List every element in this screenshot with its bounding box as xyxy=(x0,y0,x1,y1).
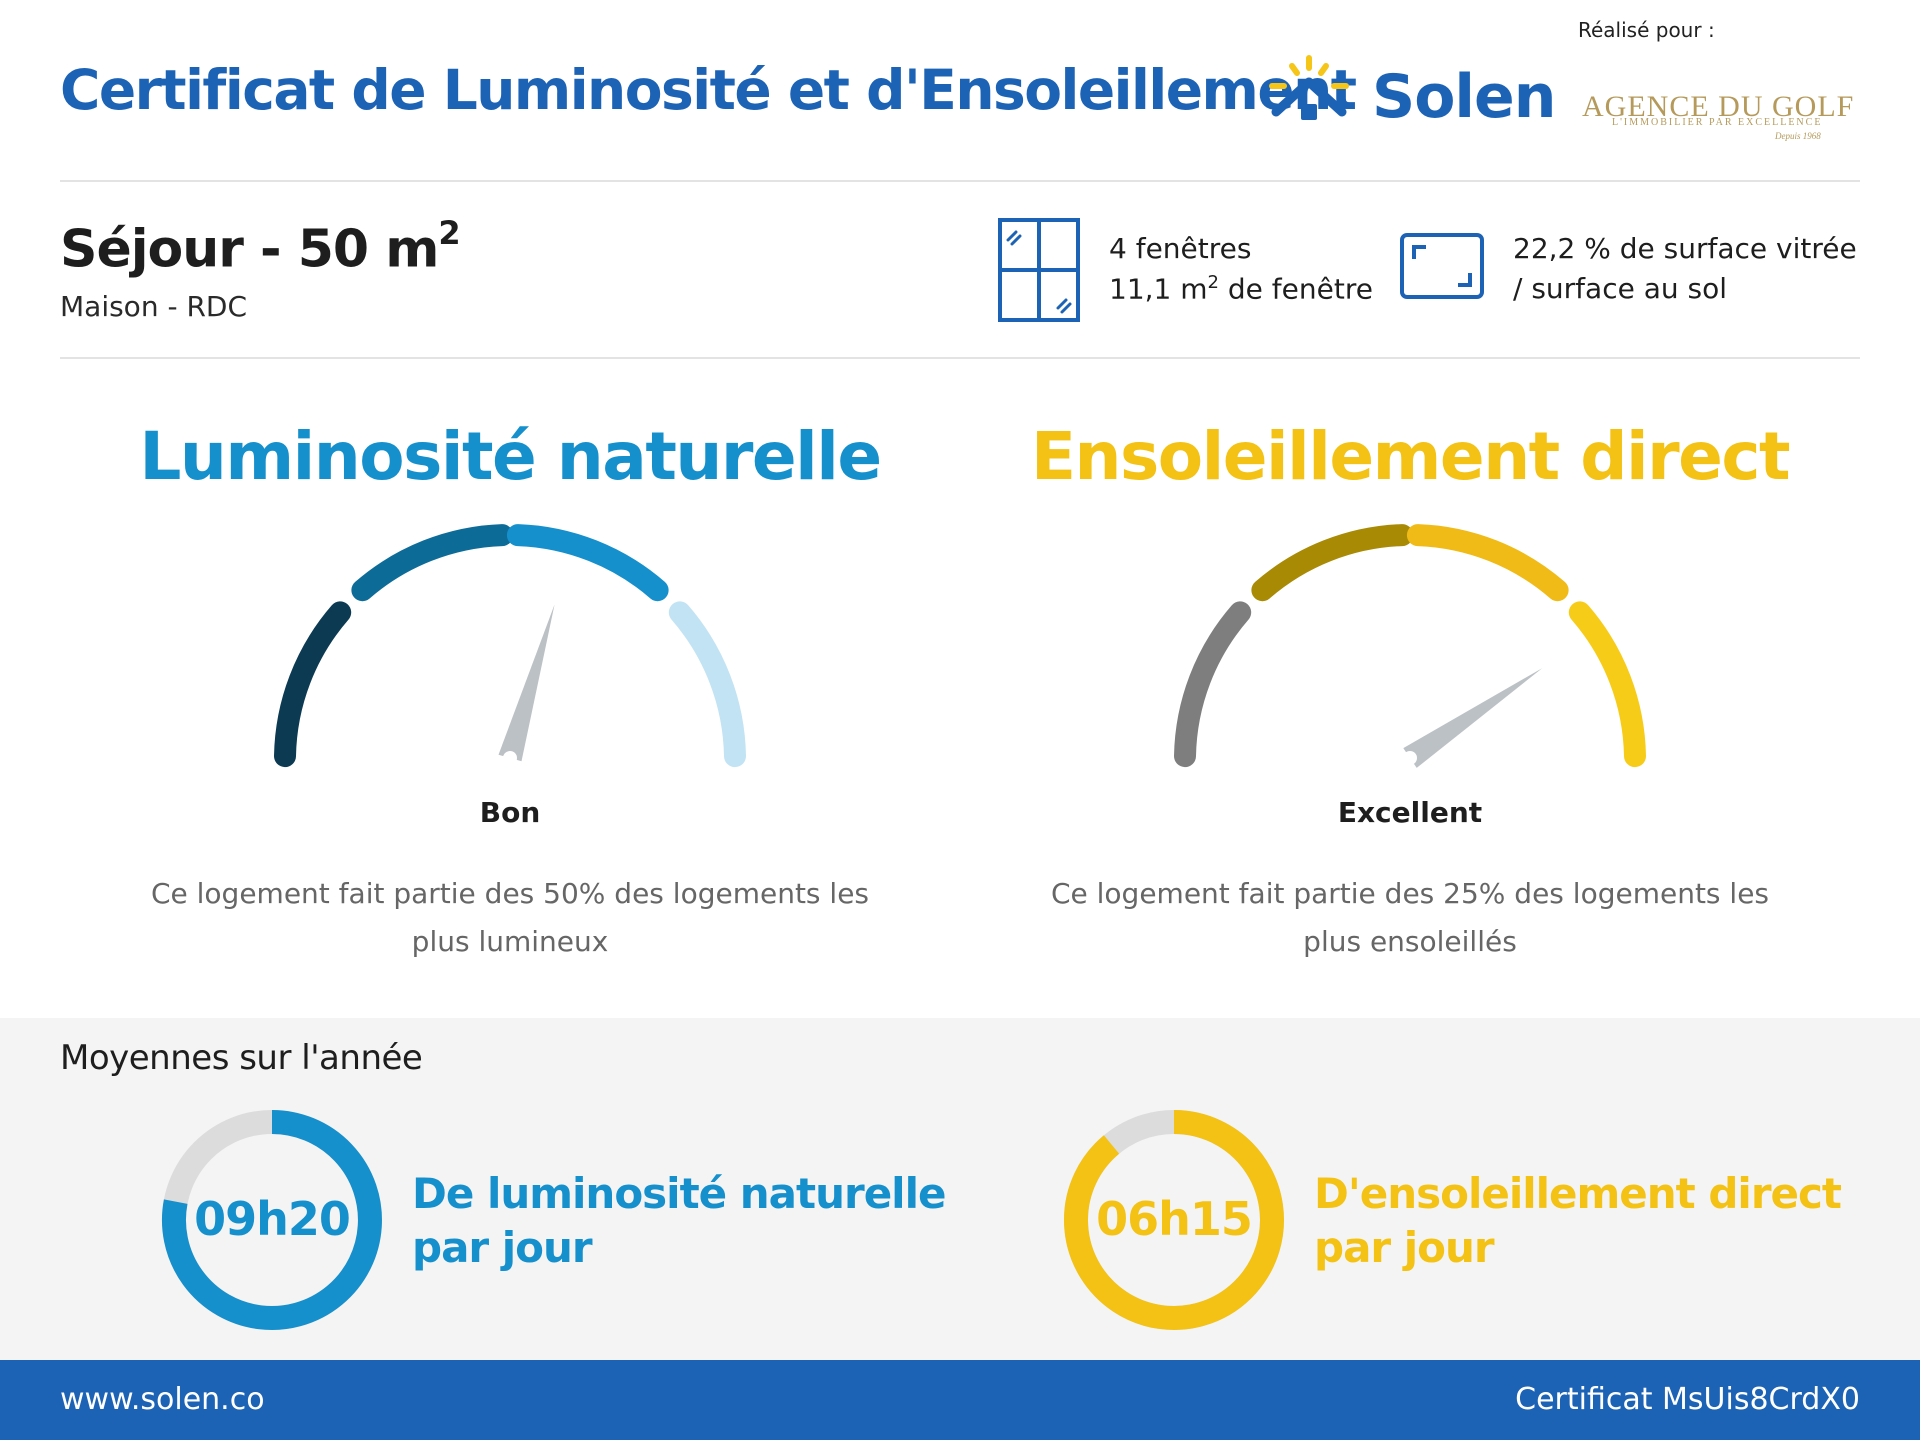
luminosity-gauge-segment-3 xyxy=(506,524,669,602)
sunshine-caption-line-1: D'ensoleillement direct xyxy=(1314,1169,1842,1218)
sunshine-gauge xyxy=(1174,524,1646,768)
luminosity-gauge xyxy=(274,524,746,768)
luminosity-hours-caption: De luminosité naturelle par jour xyxy=(412,1167,946,1275)
glazed-surface-ratio: 22,2 % de surface vitrée xyxy=(1513,232,1857,265)
sunshine-caption-line-2: par jour xyxy=(1314,1223,1495,1272)
surface-ratio-icon xyxy=(1400,233,1484,299)
room-title-text: Séjour - 50 m xyxy=(60,219,439,280)
certificate-title: Certificat de Luminosité et d'Ensoleille… xyxy=(60,58,1357,122)
windows-area: 11,1 m2 de fenêtre xyxy=(1109,272,1373,305)
sunshine-rating: Excellent xyxy=(1337,796,1483,829)
sunshine-ring-progress xyxy=(1064,1110,1284,1330)
footer-bar xyxy=(0,1360,1920,1440)
luminosity-rating: Bon xyxy=(479,796,541,829)
header-divider xyxy=(60,180,1860,182)
luminosity-gauge-segment-2 xyxy=(351,524,514,602)
luminosity-gauge-segment-1 xyxy=(274,601,352,768)
sunshine-title: Ensoleillement direct xyxy=(1030,418,1791,495)
sunshine-hours-ring xyxy=(1064,1110,1284,1330)
agency-logo-since: Depuis 1968 xyxy=(1775,131,1821,141)
info-divider xyxy=(60,357,1860,359)
windows-count: 4 fenêtres xyxy=(1109,232,1252,265)
luminosity-hours-ring xyxy=(161,1110,382,1330)
windows-area-suffix: de fenêtre xyxy=(1218,272,1373,306)
room-title-superscript: 2 xyxy=(438,214,460,252)
luminosity-ring-progress xyxy=(161,1110,382,1330)
sunshine-gauge-segment-3 xyxy=(1406,524,1569,602)
solen-logo-icon xyxy=(1269,55,1349,120)
footer-certificate-id: Certificat MsUis8CrdX0 xyxy=(1515,1382,1860,1417)
sunshine-hours-caption: D'ensoleillement direct par jour xyxy=(1314,1167,1842,1275)
luminosity-hours-value: 09h20 xyxy=(194,1192,351,1246)
sunshine-gauge-needle xyxy=(1403,668,1543,768)
luminosity-caption-line-2: par jour xyxy=(412,1223,593,1272)
luminosity-title: Luminosité naturelle xyxy=(139,418,882,495)
sunshine-description: Ce logement fait partie des 25% des loge… xyxy=(1050,877,1770,958)
luminosity-description: Ce logement fait partie des 50% des loge… xyxy=(150,877,870,958)
luminosity-gauge-needle xyxy=(498,604,555,765)
sunshine-hours-value: 06h15 xyxy=(1096,1192,1253,1246)
solen-brand-name: Solen xyxy=(1372,62,1556,132)
sunshine-gauge-segment-2 xyxy=(1251,524,1414,602)
glazed-surface-ratio-suffix: / surface au sol xyxy=(1513,272,1728,305)
sunshine-gauge-segment-1 xyxy=(1174,601,1252,768)
yearly-averages-title: Moyennes sur l'année xyxy=(60,1038,423,1078)
room-title: Séjour - 50 m2 xyxy=(60,214,461,280)
room-subtitle: Maison - RDC xyxy=(60,290,248,323)
windows-area-prefix: 11,1 m xyxy=(1109,272,1208,306)
made-for-label: Réalisé pour : xyxy=(1578,18,1715,42)
window-icon xyxy=(998,218,1080,322)
sunshine-gauge-segment-4 xyxy=(1568,601,1646,768)
agency-logo-name: AGENCE DU GOLF xyxy=(1582,90,1855,123)
footer-website-link[interactable]: www.solen.co xyxy=(60,1382,265,1417)
luminosity-caption-line-1: De luminosité naturelle xyxy=(412,1169,946,1218)
agency-logo-tagline: L'IMMOBILIER PAR EXCELLENCE xyxy=(1612,117,1823,128)
windows-area-superscript: 2 xyxy=(1207,272,1219,293)
luminosity-gauge-segment-4 xyxy=(668,601,746,768)
